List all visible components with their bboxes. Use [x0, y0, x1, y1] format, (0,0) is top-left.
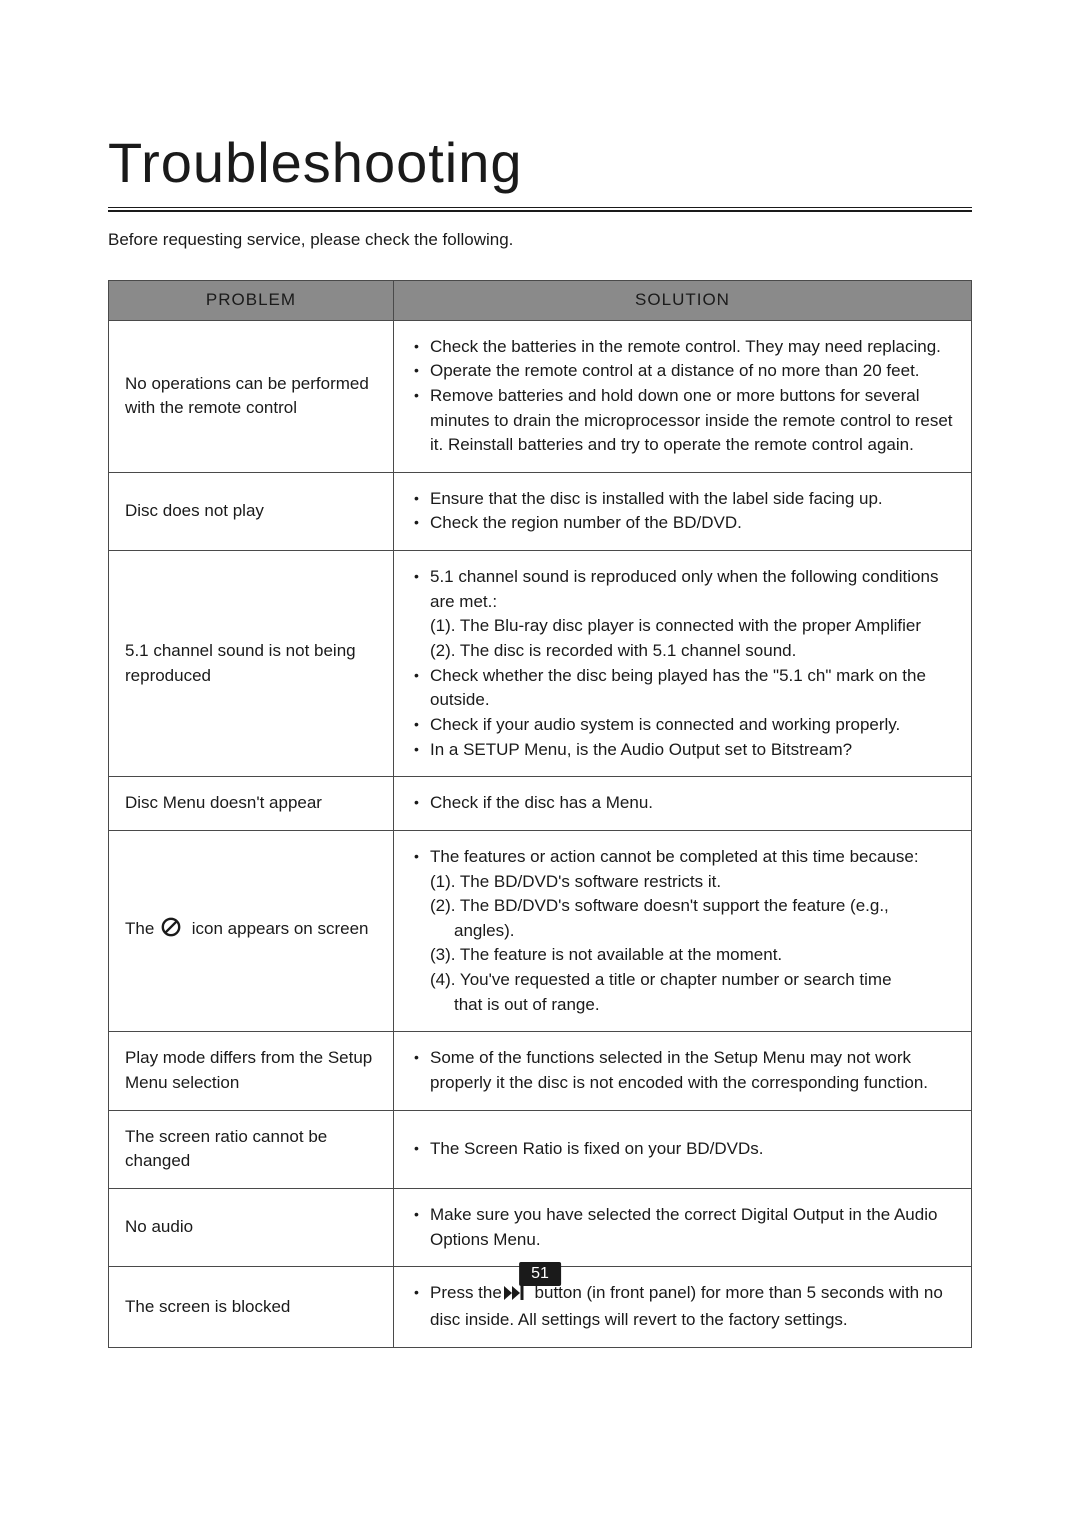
solution-cell: Check the batteries in the remote contro… [394, 320, 972, 472]
solution-text: Check whether the disc being played has … [430, 666, 926, 710]
solution-text: The Screen Ratio is fixed on your BD/DVD… [430, 1139, 764, 1158]
solution-text: In a SETUP Menu, is the Audio Output set… [430, 740, 852, 759]
solution-cell: Make sure you have selected the correct … [394, 1188, 972, 1266]
table-row: No audio Make sure you have selected the … [109, 1188, 972, 1266]
solution-text: Check the region number of the BD/DVD. [430, 513, 742, 532]
solution-line: (3). The feature is not available at the… [410, 943, 955, 968]
solution-text: Check if the disc has a Menu. [430, 793, 653, 812]
problem-text: No operations can be performed with the … [125, 374, 369, 418]
troubleshooting-table: PROBLEM SOLUTION No operations can be pe… [108, 280, 972, 1348]
problem-cell: No audio [109, 1188, 394, 1266]
solution-line: Ensure that the disc is installed with t… [410, 487, 955, 512]
solution-cell: The Screen Ratio is fixed on your BD/DVD… [394, 1110, 972, 1188]
solution-line: (4). You've requested a title or chapter… [410, 968, 955, 993]
table-row: The icon appears on screen The features o… [109, 830, 972, 1031]
problem-cell: The icon appears on screen [109, 830, 394, 1031]
solution-text: (1). The BD/DVD's software restricts it. [430, 872, 721, 891]
solution-line: (2). The BD/DVD's software doesn't suppo… [410, 894, 955, 919]
table-row: The screen ratio cannot be changed The Sc… [109, 1110, 972, 1188]
solution-text: Make sure you have selected the correct … [430, 1205, 937, 1249]
solution-cell: Some of the functions selected in the Se… [394, 1032, 972, 1110]
solution-text: (2). The disc is recorded with 5.1 chann… [430, 641, 796, 660]
solution-cell: Check if the disc has a Menu. [394, 777, 972, 831]
page-number: 51 [519, 1262, 561, 1286]
solution-cell: Ensure that the disc is installed with t… [394, 472, 972, 550]
solution-line: (1). The Blu-ray disc player is connecte… [410, 614, 955, 639]
solution-line: The features or action cannot be complet… [410, 845, 955, 870]
page-title: Troubleshooting [108, 130, 972, 195]
solution-line: (2). The disc is recorded with 5.1 chann… [410, 639, 955, 664]
solution-text: that is out of range. [454, 995, 600, 1014]
solution-line: Check whether the disc being played has … [410, 664, 955, 713]
problem-text: 5.1 channel sound is not being reproduce… [125, 641, 356, 685]
solution-text: Some of the functions selected in the Se… [430, 1048, 928, 1092]
solution-cell: Press the button (in front panel) for mo… [394, 1267, 972, 1347]
problem-cell: Play mode differs from the Setup Menu se… [109, 1032, 394, 1110]
problem-cell: Disc Menu doesn't appear [109, 777, 394, 831]
problem-text: Disc does not play [125, 501, 264, 520]
solution-line: The Screen Ratio is fixed on your BD/DVD… [410, 1137, 955, 1162]
header-solution: SOLUTION [394, 281, 972, 321]
solution-line: that is out of range. [410, 993, 955, 1018]
problem-text-pre: The [125, 919, 159, 938]
solution-line: 5.1 channel sound is reproduced only whe… [410, 565, 955, 614]
solution-text: (2). The BD/DVD's software doesn't suppo… [430, 896, 889, 915]
problem-cell: Disc does not play [109, 472, 394, 550]
prohibition-icon [161, 917, 181, 945]
header-problem: PROBLEM [109, 281, 394, 321]
table-row: No operations can be performed with the … [109, 320, 972, 472]
next-track-icon [504, 1283, 526, 1308]
solution-text: Operate the remote control at a distance… [430, 361, 920, 380]
solution-line: Make sure you have selected the correct … [410, 1203, 955, 1252]
solution-line: Operate the remote control at a distance… [410, 359, 955, 384]
title-rule [108, 207, 972, 212]
problem-text: Disc Menu doesn't appear [125, 793, 322, 812]
solution-line: Press the button (in front panel) for mo… [410, 1281, 955, 1332]
problem-cell: 5.1 channel sound is not being reproduce… [109, 551, 394, 777]
solution-text: 5.1 channel sound is reproduced only whe… [430, 567, 938, 611]
solution-line: Remove batteries and hold down one or mo… [410, 384, 955, 458]
problem-text-post: icon appears on screen [187, 919, 368, 938]
solution-line: In a SETUP Menu, is the Audio Output set… [410, 738, 955, 763]
problem-cell: The screen ratio cannot be changed [109, 1110, 394, 1188]
problem-cell: The screen is blocked [109, 1267, 394, 1347]
intro-text: Before requesting service, please check … [108, 230, 972, 250]
solution-text: Ensure that the disc is installed with t… [430, 489, 883, 508]
solution-text: Check the batteries in the remote contro… [430, 337, 941, 356]
solution-text: (4). You've requested a title or chapter… [430, 970, 892, 989]
table-row: Disc Menu doesn't appear Check if the dis… [109, 777, 972, 831]
solution-text: Check if your audio system is connected … [430, 715, 900, 734]
solution-line: angles). [410, 919, 955, 944]
solution-text: The features or action cannot be complet… [430, 847, 919, 866]
solution-cell: The features or action cannot be complet… [394, 830, 972, 1031]
solution-text: (3). The feature is not available at the… [430, 945, 782, 964]
solution-line: Check the batteries in the remote contro… [410, 335, 955, 360]
table-row: 5.1 channel sound is not being reproduce… [109, 551, 972, 777]
solution-text: angles). [454, 921, 514, 940]
solution-text: (1). The Blu-ray disc player is connecte… [430, 616, 921, 635]
problem-text: Play mode differs from the Setup Menu se… [125, 1048, 372, 1092]
problem-text: The screen is blocked [125, 1297, 290, 1316]
solution-text: Remove batteries and hold down one or mo… [430, 386, 953, 454]
solution-line: (1). The BD/DVD's software restricts it. [410, 870, 955, 895]
solution-line: Check the region number of the BD/DVD. [410, 511, 955, 536]
problem-text: The screen ratio cannot be changed [125, 1127, 327, 1171]
problem-cell: No operations can be performed with the … [109, 320, 394, 472]
solution-text-pre: Press the [430, 1283, 502, 1302]
table-row: Play mode differs from the Setup Menu se… [109, 1032, 972, 1110]
solution-line: Check if your audio system is connected … [410, 713, 955, 738]
problem-text: No audio [125, 1217, 193, 1236]
solution-line: Some of the functions selected in the Se… [410, 1046, 955, 1095]
table-row: Disc does not play Ensure that the disc i… [109, 472, 972, 550]
solution-cell: 5.1 channel sound is reproduced only whe… [394, 551, 972, 777]
solution-line: Check if the disc has a Menu. [410, 791, 955, 816]
